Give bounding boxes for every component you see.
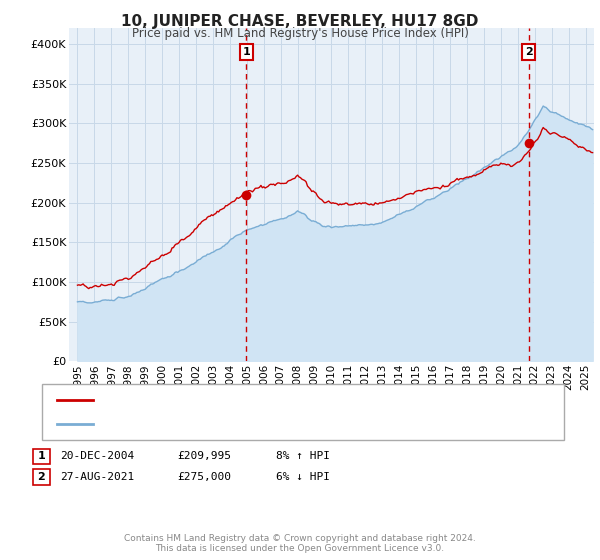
Text: Price paid vs. HM Land Registry's House Price Index (HPI): Price paid vs. HM Land Registry's House … bbox=[131, 27, 469, 40]
Text: £209,995: £209,995 bbox=[177, 451, 231, 461]
Text: Contains HM Land Registry data © Crown copyright and database right 2024.
This d: Contains HM Land Registry data © Crown c… bbox=[124, 534, 476, 553]
Text: £275,000: £275,000 bbox=[177, 472, 231, 482]
Text: 20-DEC-2004: 20-DEC-2004 bbox=[60, 451, 134, 461]
Text: 2: 2 bbox=[525, 47, 533, 57]
Text: 10, JUNIPER CHASE, BEVERLEY, HU17 8GD: 10, JUNIPER CHASE, BEVERLEY, HU17 8GD bbox=[121, 14, 479, 29]
Text: 10, JUNIPER CHASE, BEVERLEY, HU17 8GD (detached house): 10, JUNIPER CHASE, BEVERLEY, HU17 8GD (d… bbox=[99, 395, 437, 405]
Text: 2: 2 bbox=[38, 472, 45, 482]
Text: 27-AUG-2021: 27-AUG-2021 bbox=[60, 472, 134, 482]
Text: 8% ↑ HPI: 8% ↑ HPI bbox=[276, 451, 330, 461]
Text: 6% ↓ HPI: 6% ↓ HPI bbox=[276, 472, 330, 482]
Text: 1: 1 bbox=[242, 47, 250, 57]
Text: 1: 1 bbox=[38, 451, 45, 461]
Text: HPI: Average price, detached house, East Riding of Yorkshire: HPI: Average price, detached house, East… bbox=[99, 419, 436, 429]
